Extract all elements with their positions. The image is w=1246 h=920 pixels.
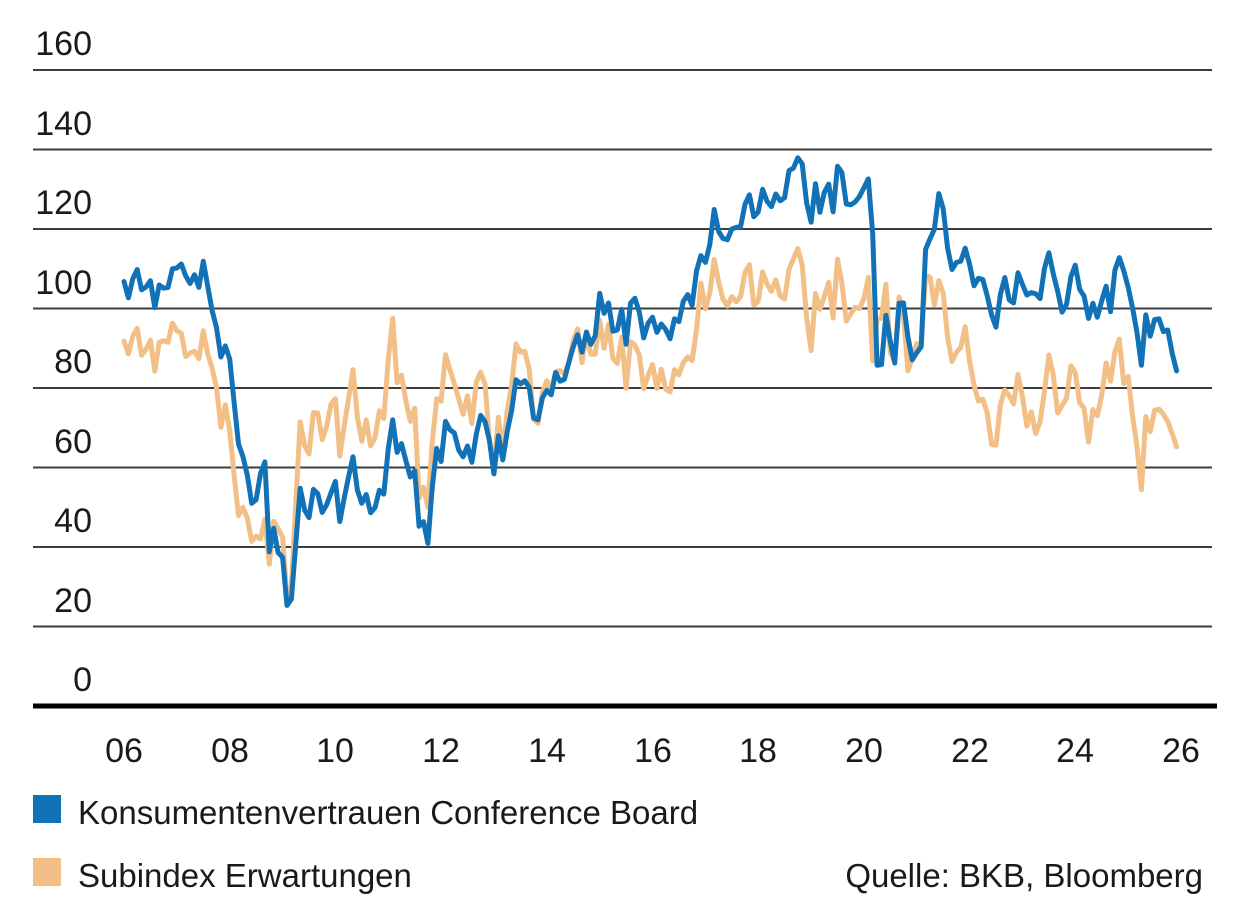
y-tick-label: 160 [35,25,92,63]
x-tick-label: 14 [528,732,566,770]
x-tick-label: 18 [739,732,777,770]
legend-label-konsumentenvertrauen: Konsumentenvertrauen Conference Board [78,794,699,831]
y-tick-label: 20 [54,582,92,620]
legend-swatch-subindex [33,858,61,886]
x-tick-label: 08 [211,732,249,770]
legend-label-subindex: Subindex Erwartungen [78,857,412,894]
y-tick-label: 120 [35,184,92,222]
x-tick-label: 06 [105,732,143,770]
y-tick-label: 80 [54,343,92,381]
series-line-subindex [121,246,1180,600]
y-tick-label: 140 [35,105,92,143]
x-tick-label: 16 [634,732,672,770]
x-tick-label: 20 [845,732,883,770]
x-tick-label: 24 [1056,732,1094,770]
x-tick-label: 12 [422,732,460,770]
y-tick-label: 0 [73,661,92,699]
legend-swatch-konsumentenvertrauen [33,795,61,823]
y-tick-label: 60 [54,423,92,461]
x-tick-label: 22 [951,732,989,770]
y-tick-label: 40 [54,502,92,540]
y-tick-label: 100 [35,264,92,302]
series-line-konsumentenvertrauen [121,155,1180,608]
source-label: Quelle: BKB, Bloomberg [845,857,1203,894]
x-tick-label: 26 [1162,732,1200,770]
x-tick-label: 10 [316,732,354,770]
